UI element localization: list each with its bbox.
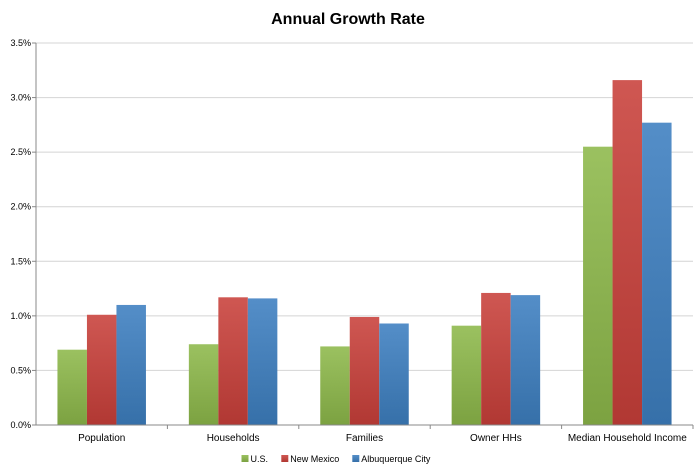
bar-u-s--median-household-income	[583, 146, 613, 425]
bar-new-mexico-households	[218, 297, 248, 425]
y-tick-label: 2.0%	[10, 202, 31, 212]
y-tick-label: 0.5%	[10, 365, 31, 375]
bar-u-s--households	[188, 344, 219, 425]
y-tick-label: 2.5%	[10, 147, 31, 157]
legend-label: U.S.	[251, 454, 269, 464]
x-tick-label: Families	[346, 433, 383, 444]
bar-albuquerque-city-families	[379, 323, 409, 425]
legend-swatch	[241, 455, 249, 462]
y-tick-label: 3.0%	[10, 93, 31, 103]
bar-albuquerque-city-population	[116, 304, 146, 425]
x-tick-label: Households	[207, 433, 260, 444]
bar-albuquerque-city-households	[247, 298, 278, 425]
y-tick-label: 1.5%	[10, 256, 31, 266]
legend-label: New Mexico	[290, 454, 339, 464]
y-tick-label: 0.0%	[10, 420, 31, 430]
bar-albuquerque-city-median-household-income	[642, 122, 672, 425]
bar-new-mexico-families	[349, 316, 380, 425]
bar-u-s--families	[320, 346, 350, 425]
legend-label: Albuquerque City	[361, 454, 431, 464]
bar-albuquerque-city-owner-hhs	[510, 295, 541, 425]
legend: U.S. New Mexico Albuquerque City	[241, 454, 431, 464]
bar-u-s--owner-hhs	[451, 325, 482, 425]
bars	[57, 80, 672, 425]
bar-new-mexico-owner-hhs	[481, 292, 511, 425]
bar-u-s--population	[57, 349, 87, 425]
x-tick-label: Owner HHs	[470, 433, 522, 444]
bar-new-mexico-median-household-income	[612, 80, 643, 425]
y-tick-label: 1.0%	[10, 311, 31, 321]
bar-new-mexico-population	[86, 314, 117, 425]
axes: 0.0% 0.5% 1.0% 1.5% 2.0% 2.5% 3.0% 3.5% Populati…	[10, 38, 694, 444]
y-tick-label: 3.5%	[10, 38, 31, 48]
legend-swatch	[281, 455, 289, 462]
chart-title: Annual Growth Rate	[271, 11, 425, 28]
x-tick-label: Median Household Income	[568, 433, 687, 444]
x-tick-label: Population	[78, 433, 125, 444]
legend-swatch	[352, 455, 360, 462]
